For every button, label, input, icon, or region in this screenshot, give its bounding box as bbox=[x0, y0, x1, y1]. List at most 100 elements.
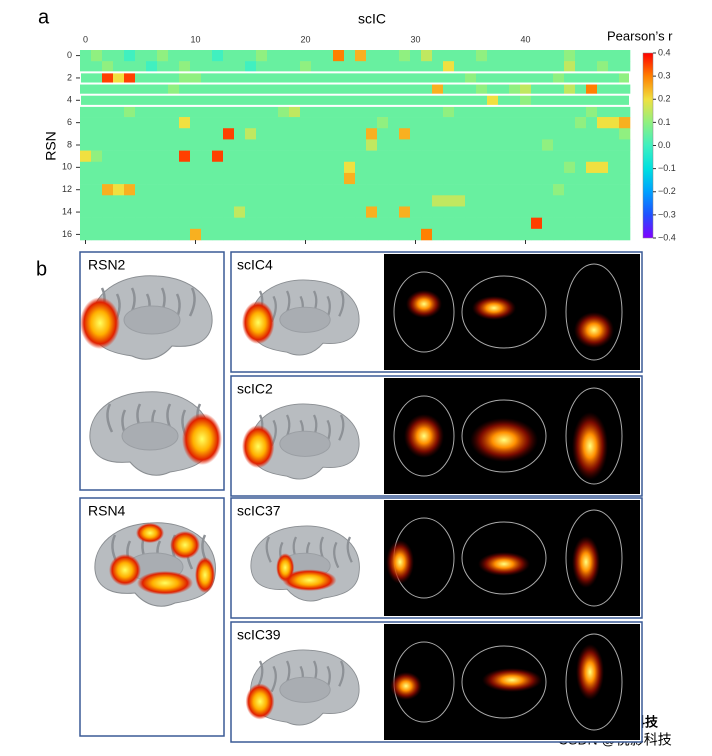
x-tick-label: 20 bbox=[300, 34, 310, 44]
heatmap-cell bbox=[410, 128, 422, 140]
heatmap-cell bbox=[432, 150, 444, 163]
heatmap-cell bbox=[520, 139, 532, 151]
heatmap-cell bbox=[157, 172, 169, 185]
heatmap-cell bbox=[410, 117, 422, 129]
heatmap-cell bbox=[454, 228, 466, 241]
heatmap-cell bbox=[443, 150, 455, 163]
heatmap-cell bbox=[278, 184, 290, 196]
heatmap-cell bbox=[223, 72, 235, 84]
heatmap-cell bbox=[553, 61, 565, 73]
heatmap-cell bbox=[487, 172, 499, 185]
heatmap-cell bbox=[564, 195, 576, 207]
heatmap-cell bbox=[509, 195, 521, 207]
heatmap-cell bbox=[245, 150, 257, 163]
heatmap-cell bbox=[245, 228, 257, 241]
heatmap-cell bbox=[542, 94, 554, 107]
heatmap-cell bbox=[190, 195, 202, 207]
heatmap-cell bbox=[289, 228, 301, 241]
orientation-label: R bbox=[446, 398, 451, 404]
heatmap-cell bbox=[256, 61, 268, 73]
heatmap-cell bbox=[454, 128, 466, 140]
heatmap-cell bbox=[322, 184, 334, 196]
heatmap-cell bbox=[355, 172, 367, 185]
y-tick-label: 6 bbox=[67, 117, 72, 127]
heatmap-cell bbox=[498, 105, 510, 118]
heatmap-cell bbox=[432, 117, 444, 129]
heatmap-cell bbox=[355, 195, 367, 207]
heatmap-cell bbox=[443, 195, 455, 207]
heatmap-cell bbox=[388, 83, 400, 96]
heatmap-cell bbox=[223, 161, 235, 174]
heatmap-cell bbox=[212, 105, 224, 118]
heatmap-cell bbox=[201, 206, 213, 218]
activation bbox=[404, 414, 444, 458]
heatmap-cell bbox=[498, 172, 510, 185]
heatmap-cell bbox=[410, 217, 422, 230]
heatmap-cell bbox=[509, 206, 521, 218]
y-tick-label: 14 bbox=[62, 206, 72, 216]
heatmap-cell bbox=[465, 161, 477, 174]
heatmap-cell bbox=[366, 50, 378, 62]
heatmap-cell bbox=[124, 228, 136, 241]
heatmap-cell bbox=[465, 195, 477, 207]
heatmap-cell bbox=[586, 228, 598, 241]
heatmap-cell bbox=[157, 61, 169, 73]
heatmap-cell bbox=[597, 206, 609, 218]
heatmap-cell bbox=[322, 161, 334, 174]
heatmap-cell bbox=[498, 83, 510, 96]
heatmap-cell bbox=[355, 128, 367, 140]
heatmap-cell bbox=[355, 117, 367, 129]
activation bbox=[478, 552, 530, 576]
heatmap-cell bbox=[267, 83, 279, 96]
heatmap-cell bbox=[333, 195, 345, 207]
heatmap-cell bbox=[597, 72, 609, 84]
heatmap-cell bbox=[80, 161, 92, 174]
heatmap-cell bbox=[443, 217, 455, 230]
heatmap-cell bbox=[597, 61, 609, 73]
heatmap-cell bbox=[520, 50, 532, 62]
heatmap-cell bbox=[124, 150, 136, 163]
heatmap-cell bbox=[586, 150, 598, 163]
heatmap-cell bbox=[80, 139, 92, 151]
heatmap-cell bbox=[289, 50, 301, 62]
heatmap-cell bbox=[619, 50, 631, 62]
heatmap-cell bbox=[344, 128, 356, 140]
heatmap-cell bbox=[157, 150, 169, 163]
heatmap-cell bbox=[344, 150, 356, 163]
heatmap-cell bbox=[421, 195, 433, 207]
heatmap-cell bbox=[80, 94, 92, 107]
heatmap-cell bbox=[421, 228, 433, 241]
heatmap-cell bbox=[245, 206, 257, 218]
heatmap-cell bbox=[113, 94, 125, 107]
activation bbox=[482, 668, 542, 692]
heatmap-cell bbox=[454, 195, 466, 207]
heatmap-cell bbox=[289, 172, 301, 185]
orientation-label: R bbox=[614, 520, 619, 526]
heatmap-cell bbox=[146, 184, 158, 196]
heatmap-cell bbox=[597, 117, 609, 129]
heatmap-cell bbox=[509, 228, 521, 241]
y-tick-label: 0 bbox=[67, 50, 72, 60]
heatmap-cell bbox=[322, 105, 334, 118]
heatmap-cell bbox=[487, 105, 499, 118]
heatmap-cell bbox=[113, 195, 125, 207]
heatmap-cell bbox=[80, 195, 92, 207]
heatmap-cell bbox=[608, 206, 620, 218]
colorbar-tick-label: −0.2 bbox=[658, 186, 676, 196]
heatmap-cell bbox=[201, 139, 213, 151]
heatmap-cell bbox=[399, 228, 411, 241]
heatmap-cell bbox=[564, 50, 576, 62]
heatmap-cell bbox=[223, 105, 235, 118]
heatmap-cell bbox=[179, 161, 191, 174]
heatmap-cell bbox=[80, 117, 92, 129]
heatmap-cell bbox=[454, 217, 466, 230]
heatmap-cell bbox=[564, 161, 576, 174]
heatmap-cell bbox=[465, 128, 477, 140]
heatmap-cell bbox=[234, 150, 246, 163]
heatmap-cell bbox=[432, 228, 444, 241]
heatmap-cell bbox=[575, 117, 587, 129]
heatmap-cell bbox=[234, 61, 246, 73]
heatmap-cell bbox=[102, 105, 114, 118]
heatmap-cell bbox=[564, 228, 576, 241]
heatmap-cell bbox=[256, 128, 268, 140]
